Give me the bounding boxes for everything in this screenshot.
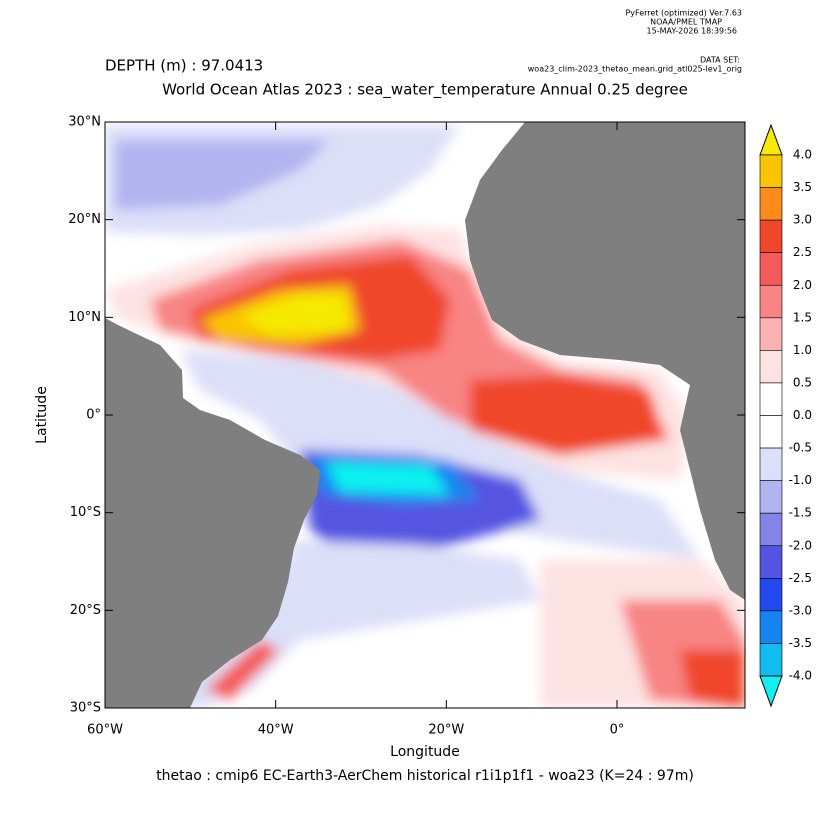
title: World Ocean Atlas 2023 : sea_water_tempe… [162, 81, 688, 100]
colorbar-label: 0.5 [793, 375, 812, 389]
colorbar-bin [759, 578, 783, 612]
colorbar-bin [759, 252, 783, 286]
colorbar-label: -0.5 [789, 441, 812, 455]
colorbar-label: 0.0 [793, 408, 812, 422]
dataset-label: DATA SET: [700, 56, 740, 65]
x-tick-label: 20°W [428, 723, 464, 738]
colorbar-bin [759, 447, 783, 481]
colorbar-bin [759, 610, 783, 644]
colorbar-bin [759, 154, 783, 188]
colorbar-bin [759, 512, 783, 547]
org: NOAA/PMEL TMAP [650, 18, 722, 27]
y-tick-label: 30°N [68, 115, 101, 130]
y-axis-label: Latitude [34, 386, 50, 444]
subtitle: DEPTH (m) : 97.0413 [105, 57, 263, 75]
colorbar-bin [759, 415, 783, 449]
y-tick-label: 30°S [70, 701, 101, 716]
colorbar-label: 2.5 [793, 245, 812, 259]
colorbar-label: 4.0 [793, 148, 812, 162]
colorbar-bin [759, 219, 783, 253]
colorbar-label: -1.5 [789, 506, 812, 520]
colorbar-label: -2.0 [789, 538, 812, 552]
colorbar-bin [759, 350, 783, 384]
colorbar-bin [759, 284, 783, 319]
x-tick-label: 60°W [87, 723, 123, 738]
colorbar-bin [759, 643, 783, 677]
colorbar-label: 1.0 [793, 343, 812, 357]
colorbar-extension-low [759, 675, 783, 708]
colorbar-label: -2.5 [789, 571, 812, 585]
x-tick-label: 0° [610, 723, 625, 738]
colorbar-label: -1.0 [789, 473, 812, 487]
field [105, 122, 745, 708]
x-axis-label: Longitude [390, 744, 460, 760]
field-shading [105, 125, 745, 708]
y-tick-label: 20°N [68, 212, 101, 227]
colorbar-bin [759, 317, 783, 351]
colorbar-label: 3.0 [793, 213, 812, 227]
y-tick-label: 20°S [70, 603, 101, 618]
colorbar-label: -3.5 [789, 636, 812, 650]
y-tick-label: 10°N [68, 310, 101, 325]
land-africa [465, 122, 745, 600]
y-tick-label: 10°S [70, 505, 101, 520]
colorbar-bin [759, 382, 783, 416]
date: 15-MAY-2026 18:39:56 [647, 27, 737, 36]
colorbar-label: -3.0 [789, 603, 812, 617]
colorbar-bin [759, 545, 783, 579]
colorbar-bin [759, 187, 783, 221]
colorbar-extension-high [759, 123, 783, 156]
x-tick-label: 40°W [258, 723, 294, 738]
colorbar-label: 3.5 [793, 180, 812, 194]
colorbar-bin [759, 480, 783, 514]
software: PyFerret (optimized) Ver.7.63 [625, 9, 742, 18]
y-tick-label: 0° [86, 408, 101, 423]
land-south-america [105, 318, 320, 708]
colorbar-label: 1.5 [793, 310, 812, 324]
colorbar-label: 2.0 [793, 278, 812, 292]
colorbar-label: -4.0 [789, 669, 812, 683]
footer: thetao : cmip6 EC-Earth3-AerChem histori… [156, 768, 694, 784]
dataset: woa23_clim-2023_thetao_mean.grid_atl025-… [528, 65, 742, 74]
